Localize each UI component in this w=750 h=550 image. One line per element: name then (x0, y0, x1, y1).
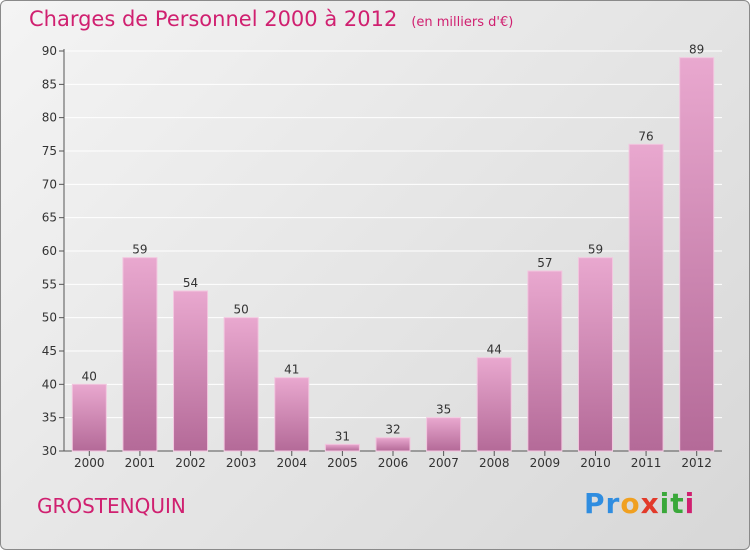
proxiti-logo: Proxiti (584, 487, 695, 520)
bar (476, 357, 512, 452)
x-tick-label: 2003 (226, 456, 257, 470)
y-tick-label: 65 (42, 211, 57, 225)
chart-subtitle: (en milliers d'€) (411, 15, 514, 30)
data-label: 40 (82, 369, 97, 383)
bar (628, 143, 664, 452)
data-label: 31 (335, 429, 350, 443)
logo-part: i (684, 487, 696, 520)
bar (577, 257, 613, 452)
y-tick-label: 85 (42, 77, 57, 91)
logo-part: it (659, 487, 685, 520)
bar (223, 317, 259, 452)
x-tick-label: 2001 (125, 456, 156, 470)
y-tick-label: 45 (42, 344, 57, 358)
bar (375, 437, 411, 452)
logo-part: o (620, 487, 641, 520)
logo-part: Pr (584, 487, 621, 520)
data-label: 35 (436, 403, 451, 417)
data-label: 44 (487, 343, 502, 357)
x-tick-label: 2007 (428, 456, 459, 470)
y-tick-label: 40 (42, 377, 57, 391)
bar (71, 383, 107, 452)
bar (426, 417, 462, 452)
chart-title: Charges de Personnel 2000 à 2012 (en mill… (29, 7, 513, 31)
data-label: 54 (183, 276, 198, 290)
x-tick-label: 2000 (74, 456, 105, 470)
x-tick-label: 2008 (479, 456, 510, 470)
y-tick-label: 90 (42, 44, 57, 58)
data-label: 57 (537, 256, 552, 270)
x-tick-label: 2004 (276, 456, 307, 470)
data-label: 32 (385, 423, 400, 437)
x-tick-label: 2011 (631, 456, 662, 470)
bar (324, 443, 360, 452)
bar (122, 257, 158, 452)
bar (173, 290, 209, 452)
x-tick-label: 2012 (681, 456, 712, 470)
x-tick-label: 2006 (378, 456, 409, 470)
x-tick-label: 2002 (175, 456, 206, 470)
x-tick-label: 2005 (327, 456, 358, 470)
y-tick-label: 55 (42, 277, 57, 291)
y-tick-label: 35 (42, 411, 57, 425)
data-label: 50 (234, 303, 249, 317)
data-label: 41 (284, 363, 299, 377)
x-tick-label: 2009 (530, 456, 561, 470)
logo-part: x (640, 487, 660, 520)
y-tick-label: 75 (42, 144, 57, 158)
y-tick-label: 30 (42, 444, 57, 458)
data-label: 89 (689, 43, 704, 57)
bar (527, 270, 563, 452)
bar (679, 57, 715, 452)
y-tick-label: 70 (42, 177, 57, 191)
y-tick-label: 50 (42, 311, 57, 325)
data-label: 59 (588, 243, 603, 257)
data-label: 76 (638, 129, 653, 143)
y-tick-label: 80 (42, 111, 57, 125)
data-label: 59 (132, 243, 147, 257)
y-tick-label: 60 (42, 244, 57, 258)
bar (274, 377, 310, 452)
commune-name: GROSTENQUIN (37, 494, 186, 518)
chart-title-text: Charges de Personnel 2000 à 2012 (29, 7, 398, 31)
x-tick-label: 2010 (580, 456, 611, 470)
